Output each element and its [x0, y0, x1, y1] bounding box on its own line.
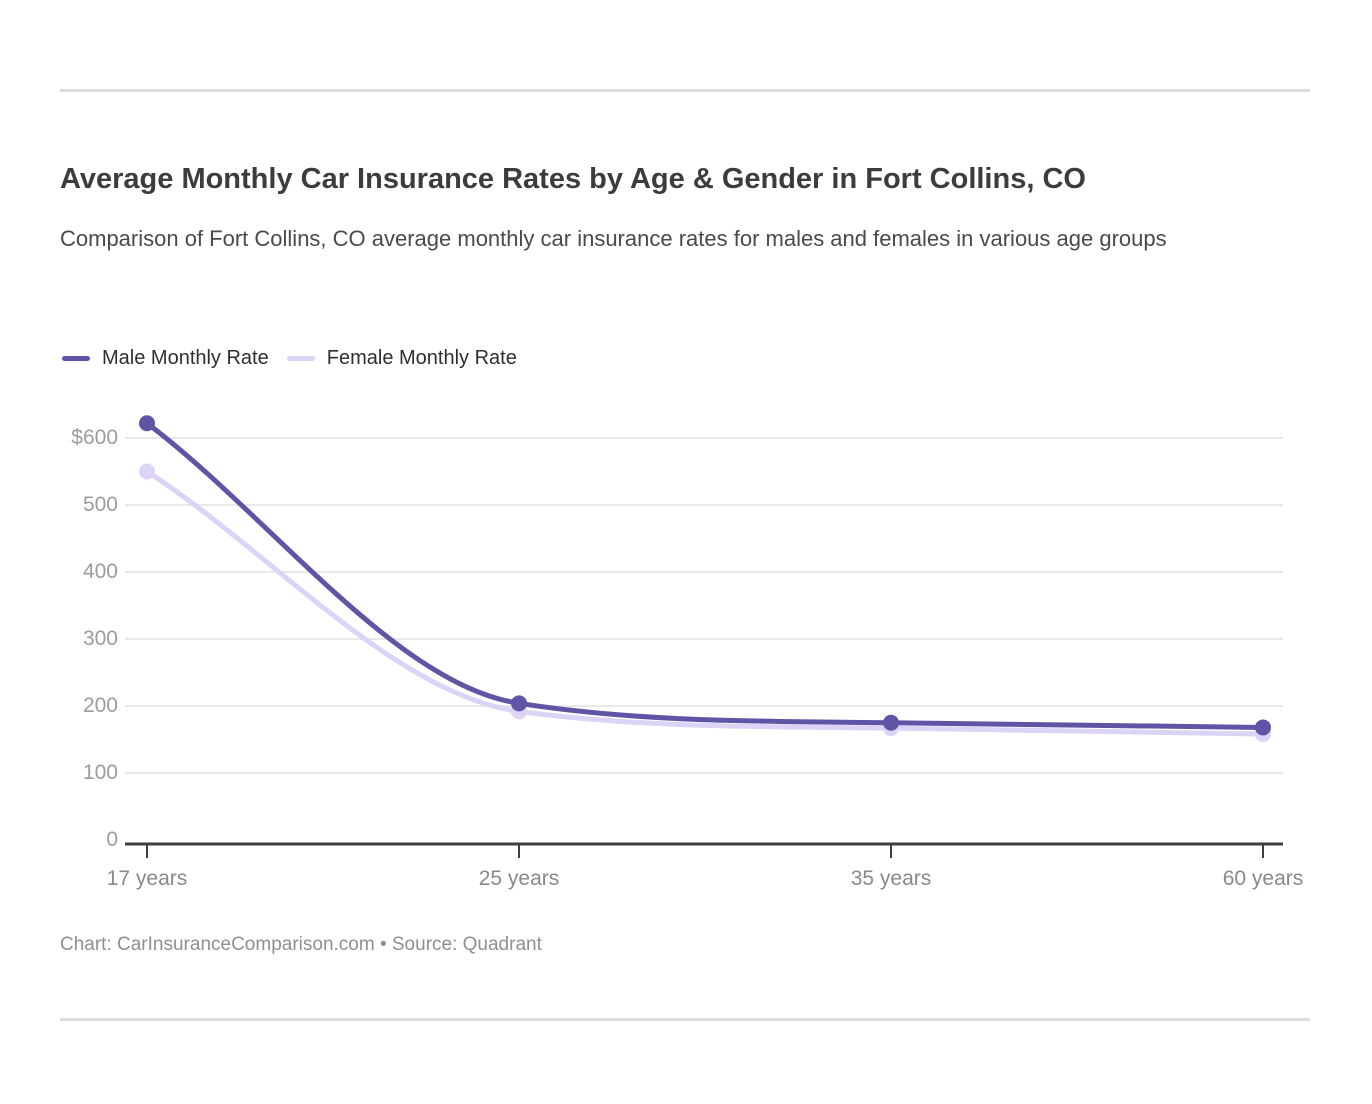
y-axis-label: 400	[82, 560, 118, 583]
female-line-swatch-icon	[286, 356, 315, 361]
y-axis-label: 300	[82, 627, 118, 650]
legend: Male Monthly Rate Female Monthly Rate	[62, 347, 517, 370]
male-line-swatch-icon	[62, 356, 90, 361]
y-axis-label: 100	[82, 761, 118, 784]
x-axis-label: 17 years	[106, 867, 188, 890]
male-rate-line	[144, 420, 1266, 730]
top-divider	[60, 89, 1310, 92]
female-rate-line	[144, 469, 1266, 737]
x-axis-label: 60 years	[1222, 867, 1304, 890]
page-title: Average Monthly Car Insurance Rates by A…	[60, 163, 1086, 195]
y-axis-label: $600	[71, 426, 118, 449]
legend-item-female: Female Monthly Rate	[286, 347, 517, 370]
female-rate-point	[883, 720, 899, 737]
chart-credit: Chart: CarInsuranceComparison.com • Sour…	[60, 934, 542, 955]
x-axis-label: 25 years	[478, 867, 560, 890]
female-rate-point	[1255, 726, 1271, 743]
female-rate-point	[139, 463, 155, 480]
legend-label-female: Female Monthly Rate	[326, 347, 517, 369]
x-axis-label: 35 years	[850, 867, 932, 890]
legend-item-male: Male Monthly Rate	[62, 347, 269, 370]
page-subtitle: Comparison of Fort Collins, CO average m…	[60, 226, 1167, 251]
male-rate-point	[511, 695, 527, 712]
bottom-divider	[60, 1018, 1310, 1021]
y-axis-label: 500	[82, 493, 118, 516]
legend-label-male: Male Monthly Rate	[102, 347, 269, 369]
male-rate-point	[1255, 719, 1271, 736]
y-axis-label: 200	[82, 694, 118, 717]
female-rate-point	[511, 703, 527, 720]
male-rate-point	[139, 415, 155, 432]
y-axis-label: 0	[106, 828, 118, 851]
male-rate-point	[883, 714, 899, 731]
